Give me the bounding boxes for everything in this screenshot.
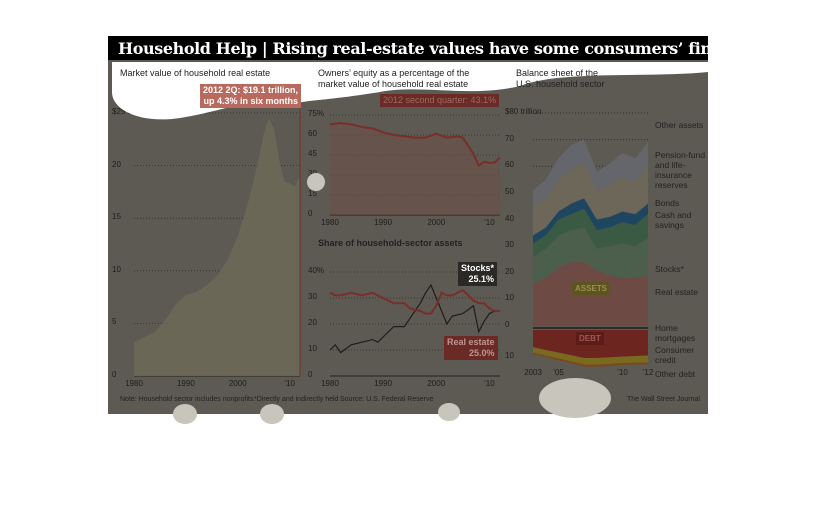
stack-pension-fund-and-life-insurance-reserves <box>533 163 648 236</box>
series-name: Stocks* <box>461 263 495 273</box>
y-tick-label: 0 <box>308 209 313 218</box>
footer-credit: The Wall Street Journal <box>627 396 700 403</box>
series-value: 25.1% <box>468 274 495 284</box>
chart2-annotation: 2012 second quarter: 43.1% <box>380 94 500 107</box>
y-tick-label: 0 <box>505 320 510 329</box>
assets-label: ASSETS <box>572 282 611 295</box>
stack-bonds <box>533 198 648 244</box>
y-tick-label: 20 <box>505 266 514 276</box>
x-tick-label: 1990 <box>374 218 393 227</box>
white-blob <box>539 378 611 418</box>
x-tick-label: 1980 <box>125 379 143 388</box>
x-tick-label: 2000 <box>427 218 446 227</box>
white-blob <box>173 404 197 424</box>
white-blob <box>260 404 284 424</box>
x-tick-label: 1990 <box>176 379 195 388</box>
area-real-estate-value <box>134 118 300 376</box>
footer-source: Source: U.S. Federal Reserve <box>340 396 434 403</box>
x-tick-label: ’10 <box>284 379 295 388</box>
x-tick-label: ’10 <box>617 368 628 377</box>
y-tick-label: $80 trillion <box>505 107 542 116</box>
legend-label: Home mortgages <box>655 323 696 343</box>
stack-cash-and-savings <box>533 208 648 257</box>
x-tick-label: ’05 <box>553 368 564 377</box>
stocks-line <box>329 283 501 354</box>
legend-label: Stocks* <box>655 264 684 274</box>
footer-note: Note: Household sector includes nonprofi… <box>120 396 256 403</box>
legend-label: Real estate <box>655 287 698 297</box>
infographic: Household Help | Rising real-estate valu… <box>108 36 708 414</box>
y-tick-label: 20 <box>112 159 121 169</box>
chart1-annotation: 2012 2Q: $19.1 trillion, up 4.3% in six m… <box>200 84 302 108</box>
x-tick-label: ’10 <box>484 379 495 388</box>
series-value: 25.0% <box>469 348 495 358</box>
chart2-title: Owners’ equity as a percentage of the ma… <box>318 68 470 89</box>
y-tick-label: 10 <box>308 344 317 353</box>
y-tick-label: 45 <box>308 149 317 158</box>
y-tick-label: 60 <box>505 160 514 170</box>
y-tick-label: 70 <box>505 133 514 143</box>
y-tick-label: 30 <box>308 169 317 178</box>
stack-other-assets <box>533 139 648 207</box>
debt-other-debt <box>533 352 648 367</box>
y-tick-label: 10 <box>505 350 514 360</box>
y-tick-label: 40% <box>308 266 325 275</box>
y-tick-label: 0 <box>112 370 117 379</box>
debt-label: DEBT <box>576 332 604 345</box>
chart1-title: Market value of household real estate <box>120 68 271 78</box>
y-tick-label: 20 <box>308 318 317 327</box>
y-tick-label: 30 <box>308 292 317 301</box>
y-tick-label: 50 <box>505 186 514 196</box>
annotation-line: up 4.3% in six months <box>203 96 299 106</box>
chart4-title: Balance sheet of the U.S. household sect… <box>516 68 605 89</box>
stack-stocks- <box>533 227 648 284</box>
equity-line <box>329 121 501 168</box>
chart3-title: Share of household-sector assets <box>318 238 463 248</box>
y-tick-label: 10 <box>112 264 121 274</box>
legend-label: Cash and savings <box>655 210 692 230</box>
y-tick-label: 15 <box>112 212 121 222</box>
y-tick-label: 75% <box>308 109 325 118</box>
series-name: Real estate <box>447 337 495 347</box>
stocks-label: Stocks* 25.1% <box>458 262 498 286</box>
x-tick-label: 1990 <box>374 379 393 388</box>
x-tick-label: 2000 <box>427 379 446 388</box>
footer-asterisk: *Directly and indirectly held <box>254 396 339 403</box>
y-tick-label: 60 <box>308 129 317 138</box>
real-estate-line <box>329 288 500 315</box>
x-tick-label: 1980 <box>321 379 339 388</box>
charts-canvas <box>134 96 648 377</box>
x-tick-label: 2003 <box>524 368 542 377</box>
legend-label: Consumer credit <box>655 345 695 365</box>
white-blob <box>438 403 460 421</box>
legend-label: Pension-fund and life-insurance reserves <box>655 150 706 190</box>
x-tick-label: ’10 <box>484 218 495 227</box>
title-bar: Household Help | Rising real-estate valu… <box>108 36 708 60</box>
real-estate-label: Real estate 25.0% <box>444 336 498 360</box>
equity-area <box>330 123 500 215</box>
graphic-title: Household Help | Rising real-estate valu… <box>118 39 708 58</box>
x-tick-label: 1980 <box>321 218 339 227</box>
y-tick-label: 10 <box>505 293 514 303</box>
y-tick-label: 5 <box>112 317 117 327</box>
x-tick-label: 2000 <box>228 379 247 388</box>
debt-consumer-credit <box>533 347 648 365</box>
white-blob <box>112 62 708 120</box>
annotation-line: 2012 2Q: $19.1 trillion, <box>203 85 299 95</box>
y-tick-label: 30 <box>505 240 514 250</box>
legend-label: Other assets <box>655 120 704 130</box>
legend-label: Bonds <box>655 198 680 208</box>
white-blob <box>307 173 325 191</box>
y-tick-label: 15 <box>308 189 317 198</box>
y-tick-label: 0 <box>308 370 313 379</box>
x-tick-label: ’12 <box>642 368 654 377</box>
y-tick-label: 40 <box>505 213 514 223</box>
legend-label: Other debt <box>655 369 696 379</box>
